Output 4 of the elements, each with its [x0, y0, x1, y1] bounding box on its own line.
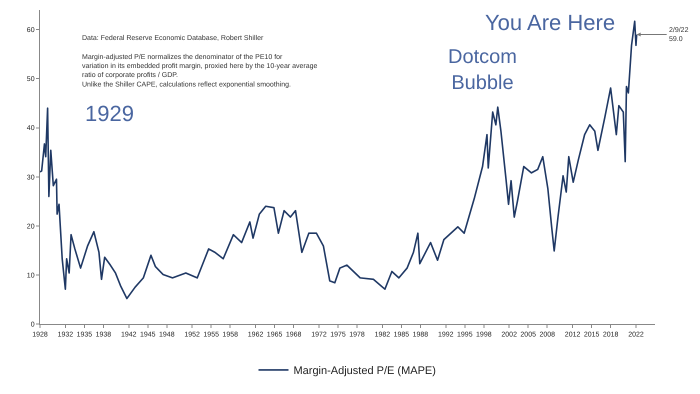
annotation: 1929 [85, 101, 134, 126]
legend-label: Margin-Adjusted P/E (MAPE) [294, 365, 436, 378]
annotation: Dotcom Bubble [448, 46, 517, 94]
annotation: You Are Here [485, 10, 616, 35]
